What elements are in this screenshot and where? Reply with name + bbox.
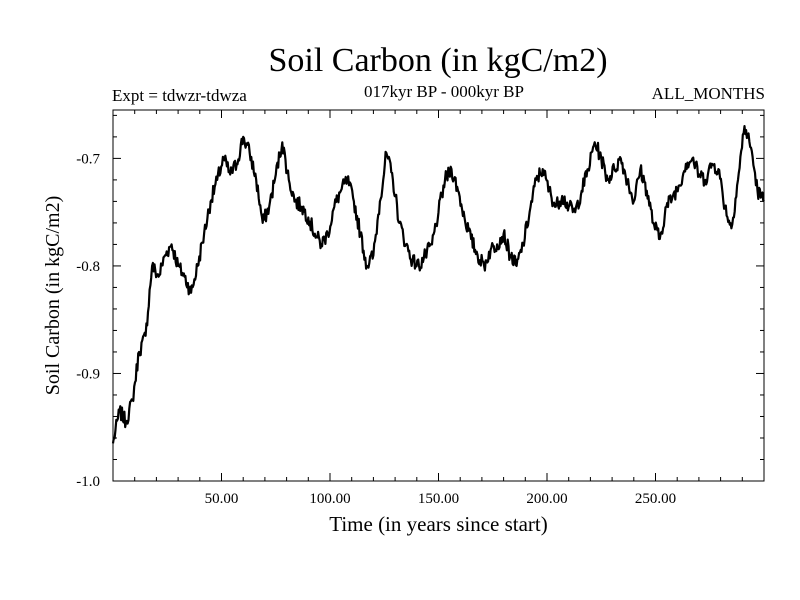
x-tick-label: 50.00 [205, 491, 239, 507]
period-label: 017kyr BP - 000kyr BP [364, 82, 524, 101]
x-tick-label: 200.00 [526, 491, 567, 507]
axis-ticks [113, 110, 764, 482]
months-label: ALL_MONTHS [651, 84, 765, 103]
series-line [111, 125, 765, 444]
y-tick-label: -0.8 [76, 259, 100, 275]
x-tick-label: 100.00 [309, 491, 350, 507]
experiment-label: Expt = tdwzr-tdwza [112, 86, 247, 105]
y-tick-label: -0.7 [76, 151, 100, 167]
y-tick-label: -0.9 [76, 366, 100, 382]
tick-labels: 50.00 100.00 150.00 200.00 250.00 -1.0 -0.9 -0.… [76, 151, 676, 507]
plot-frame [112, 109, 765, 482]
x-tick-label: 250.00 [635, 491, 676, 507]
y-tick-label: -1.0 [76, 474, 100, 490]
x-axis-label: Time (in years since start) [329, 512, 548, 536]
chart-title: Soil Carbon (in kgC/m2) [268, 42, 608, 79]
x-tick-label: 150.00 [418, 491, 459, 507]
y-axis-label: Soil Carbon (in kgC/m2) [42, 196, 64, 395]
